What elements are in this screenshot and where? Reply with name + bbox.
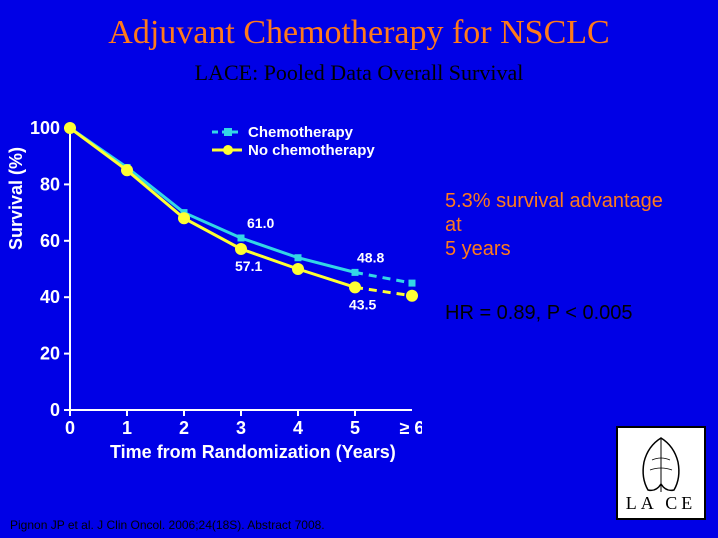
lace-logo: LA CE — [616, 426, 706, 520]
svg-text:≥ 6: ≥ 6 — [400, 418, 422, 438]
slide-subtitle: LACE: Pooled Data Overall Survival — [0, 60, 718, 86]
survival-advantage-l3: 5 years — [445, 238, 511, 261]
lace-logo-text: LA CE — [626, 493, 697, 514]
slide-title: Adjuvant Chemotherapy for NSCLC — [0, 14, 718, 52]
svg-text:0: 0 — [65, 418, 75, 438]
svg-text:Chemotherapy: Chemotherapy — [248, 124, 354, 141]
svg-text:43.5: 43.5 — [349, 296, 376, 312]
svg-text:48.8: 48.8 — [357, 249, 384, 265]
svg-text:0: 0 — [50, 400, 60, 420]
survival-chart: 0 20 40 60 80 100 0 1 2 3 4 5 ≥ 6 61.0 57.1 48.8 43.5 Che… — [22, 120, 422, 460]
svg-text:3: 3 — [236, 418, 246, 438]
svg-text:61.0: 61.0 — [247, 215, 274, 231]
svg-text:57.1: 57.1 — [235, 258, 262, 274]
hazard-ratio-text: HR = 0.89, P < 0.005 — [445, 302, 633, 325]
svg-text:100: 100 — [30, 120, 60, 138]
svg-text:4: 4 — [293, 418, 303, 438]
survival-advantage-l1: 5.3% survival advantage — [445, 190, 663, 213]
svg-text:1: 1 — [122, 418, 132, 438]
svg-text:2: 2 — [179, 418, 189, 438]
svg-text:20: 20 — [40, 344, 60, 364]
svg-text:40: 40 — [40, 287, 60, 307]
citation-text: Pignon JP et al. J Clin Oncol. 2006;24(1… — [10, 518, 325, 532]
svg-text:80: 80 — [40, 174, 60, 194]
survival-advantage-l2: at — [445, 214, 462, 237]
svg-text:5: 5 — [350, 418, 360, 438]
svg-text:No chemotherapy: No chemotherapy — [248, 142, 375, 159]
svg-text:60: 60 — [40, 231, 60, 251]
